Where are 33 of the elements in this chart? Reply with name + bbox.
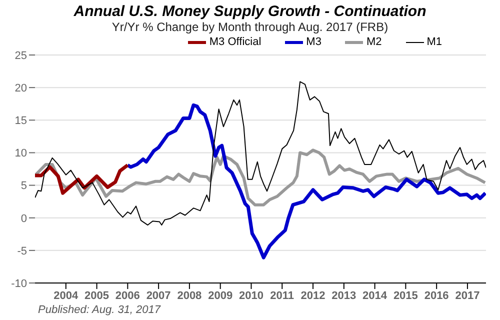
legend-label: M3 Official bbox=[209, 36, 262, 48]
line-series bbox=[35, 81, 486, 226]
x-tick-label: 2005 bbox=[84, 290, 110, 302]
x-tick-label: 2010 bbox=[238, 290, 264, 302]
y-tick-label: 5 bbox=[20, 180, 27, 192]
chart-title: Annual U.S. Money Supply Growth - Continuation bbox=[72, 3, 428, 20]
x-tick-label: 2009 bbox=[208, 290, 233, 302]
legend-label: M2 bbox=[366, 36, 382, 48]
x-tick-label: 2004 bbox=[54, 290, 79, 302]
x-tick-label: 2015 bbox=[393, 290, 418, 302]
y-tick-label: 15 bbox=[14, 115, 27, 128]
y-tick-label: 20 bbox=[14, 82, 27, 94]
y-tick-label: -5 bbox=[17, 245, 27, 258]
legend-label: M1 bbox=[426, 36, 442, 48]
y-tick-label: 10 bbox=[14, 148, 27, 160]
y-tick-label: 25 bbox=[14, 50, 27, 62]
text: Published: Aug. 31, 2017 bbox=[38, 304, 161, 316]
y-tick-label: 0 bbox=[20, 212, 27, 225]
x-tick-label: 2012 bbox=[300, 290, 326, 302]
x-tick-label: 2017 bbox=[455, 290, 480, 302]
line-series bbox=[35, 148, 486, 206]
line-series bbox=[35, 163, 130, 195]
x-tick-label: 2007 bbox=[146, 290, 171, 302]
x-tick-label: 2008 bbox=[177, 290, 202, 302]
x-tick-label: 2011 bbox=[270, 290, 294, 302]
x-tick-label: 2013 bbox=[332, 290, 356, 302]
y-tick-label: -10 bbox=[11, 278, 27, 290]
chart-subtitle: Yr/Yr % Change by Month through Aug. 2017 (FRB) bbox=[110, 20, 390, 35]
x-tick-label: 2014 bbox=[362, 290, 388, 302]
x-tick-label: 2006 bbox=[115, 290, 140, 302]
x-tick-label: 2016 bbox=[424, 290, 449, 302]
legend-label: M3 bbox=[306, 36, 322, 48]
line-series bbox=[126, 103, 486, 260]
